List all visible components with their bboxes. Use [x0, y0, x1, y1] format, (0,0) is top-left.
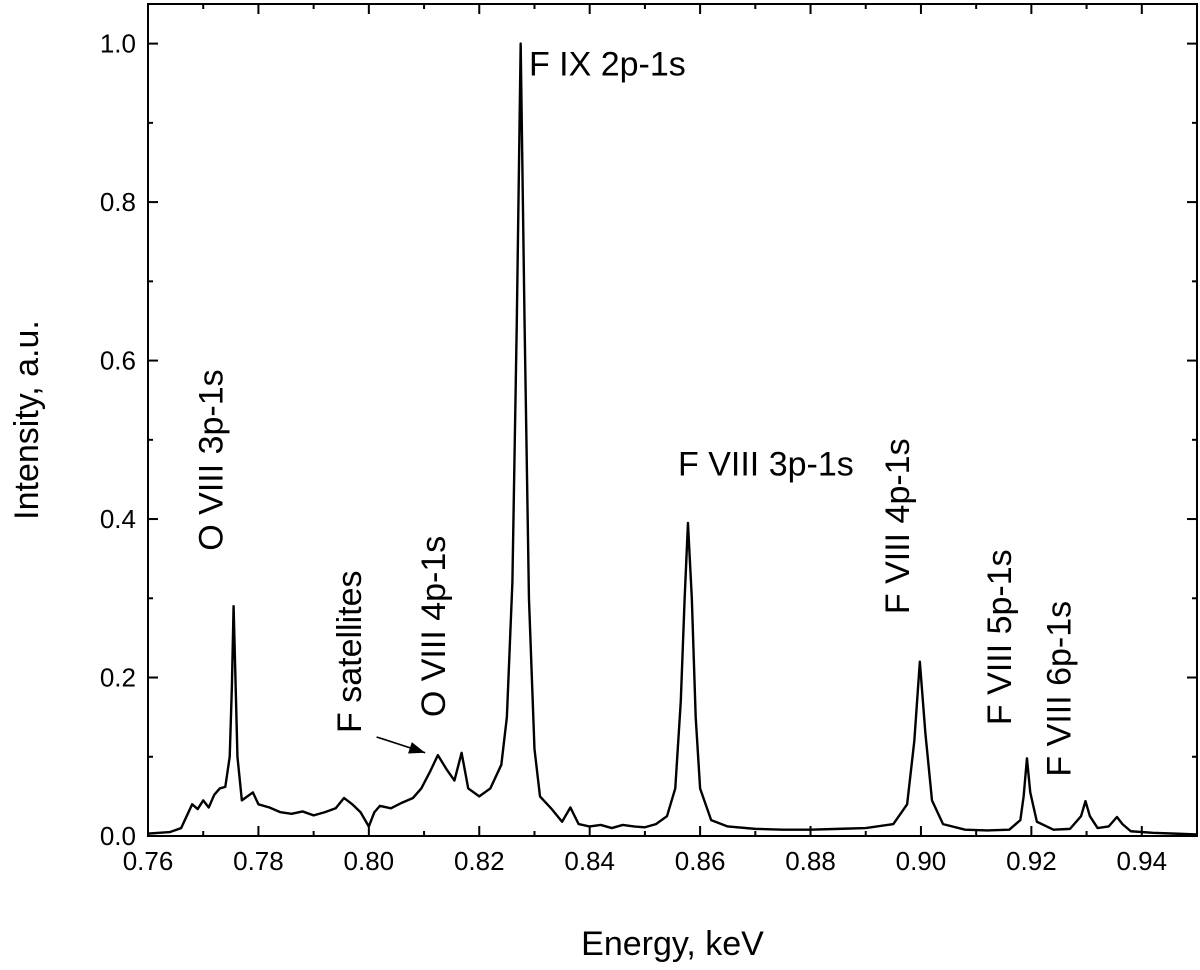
x-tick-label: 0.76	[123, 846, 174, 876]
x-tick-label: 0.86	[675, 846, 726, 876]
x-tick-label: 0.92	[1006, 846, 1057, 876]
satellites-arrowhead	[408, 742, 426, 754]
plot-area	[147, 42, 1198, 836]
x-tick-label: 0.90	[896, 846, 947, 876]
peak-label: F IX 2p-1s	[529, 45, 686, 83]
axes: 0.76 0.78 0.80 0.82 0.84 0.86 0.88 0.90 0.92 0.94…	[100, 3, 1198, 876]
peak-label: F VIII 6p-1s	[1041, 601, 1079, 777]
peak-label: F VIII 5p-1s	[981, 549, 1019, 725]
x-tick-label: 0.94	[1116, 846, 1167, 876]
x-axis-title: Energy, keV	[581, 925, 764, 963]
plot-frame	[147, 3, 1198, 837]
y-tick-label: 0.2	[100, 663, 136, 693]
y-tick-label: 0.4	[100, 504, 136, 534]
y-tick-label: 0.0	[100, 821, 136, 851]
y-tick-label: 0.8	[100, 187, 136, 217]
y-tick-label: 0.6	[100, 346, 136, 376]
peak-label: F VIII 4p-1s	[879, 438, 917, 614]
spectrum-line	[147, 42, 1198, 836]
x-tick-label: 0.82	[454, 846, 505, 876]
x-tick-label: 0.88	[785, 846, 836, 876]
peak-annotations: F IX 2p-1s F VIII 3p-1s O VIII 3p-1s F sate…	[193, 45, 1079, 776]
peak-label: O VIII 4p-1s	[415, 536, 453, 717]
x-tick-label: 0.78	[233, 846, 284, 876]
y-tick-label: 1.0	[100, 29, 136, 59]
x-tick-label: 0.84	[564, 846, 615, 876]
x-tick-label: 0.80	[344, 846, 395, 876]
peak-label: O VIII 3p-1s	[193, 369, 231, 550]
y-axis-title: Intensity, a.u.	[8, 320, 46, 520]
peak-label: F VIII 3p-1s	[678, 445, 854, 483]
peak-label: F satellites	[331, 570, 369, 733]
